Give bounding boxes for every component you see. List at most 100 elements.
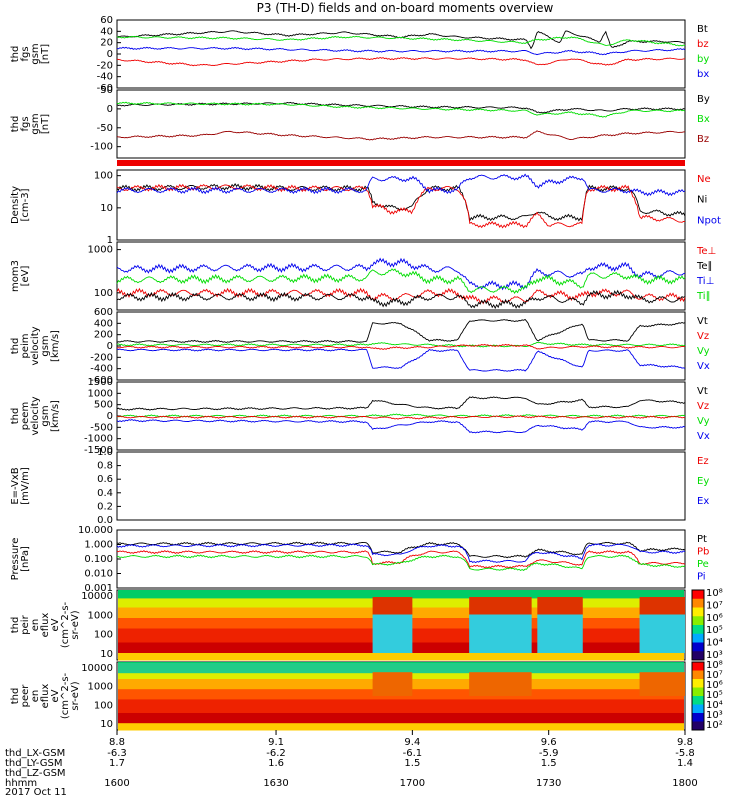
y-tick-label: 0.8 [97, 461, 113, 472]
y-tick-label: 10 [100, 203, 113, 214]
x-tick-label: 9.4 [404, 737, 420, 748]
colorbar-tick: 10³ [706, 650, 723, 661]
y-axis-label: thdfgsgsm[nT] [10, 113, 51, 134]
series-line [116, 35, 686, 47]
y-tick-label: 50 [100, 85, 113, 96]
legend-entry: Pi [697, 572, 706, 583]
y-tick-label: -50 [97, 123, 113, 134]
panel-frame [116, 89, 686, 159]
y-tick-label: 100 [94, 630, 113, 641]
colorbar-segment [692, 590, 704, 600]
y-tick-label: 400 [94, 318, 113, 329]
figure-title: P3 (TH-D) fields and on-board moments ov… [257, 1, 554, 15]
colorbar-segment [692, 625, 704, 635]
colorbar-segment [692, 704, 704, 714]
y-tick-label: 500 [94, 400, 113, 411]
series-line [116, 543, 686, 564]
x-row-value: 1.6 [268, 758, 284, 769]
spectrogram-region [537, 614, 583, 653]
colorbar-segment [692, 642, 704, 652]
x-row-label: thd_LZ-GSM [5, 768, 66, 779]
legend-entry: Ti⊥ [696, 276, 714, 287]
spectrogram-band [118, 590, 684, 599]
x-tick-label: 9.8 [677, 737, 693, 748]
y-axis-label: thdfgsgsm[nT] [10, 43, 51, 64]
series-line [116, 415, 686, 420]
colorbar-frame [691, 661, 705, 731]
y-tick-label: -1500 [84, 445, 113, 456]
spectrogram-band [118, 653, 684, 661]
legend-entry: bz [697, 39, 709, 50]
y-axis-label: mom3[eV] [10, 260, 31, 292]
colorbar-tick: 10⁶ [706, 613, 723, 624]
panel-frame [116, 529, 686, 589]
legend-entry: Ey [697, 476, 709, 487]
y-tick-label: 600 [94, 307, 113, 318]
colorbar-tick: 10⁷ [706, 600, 723, 611]
y-tick-label: 1000 [88, 610, 113, 621]
spectrogram-region [372, 672, 413, 696]
x-row-label: thd_LY-GSM [5, 758, 62, 769]
legend-entry: Vx [697, 431, 710, 442]
x-row-value: -6.3 [107, 748, 127, 759]
x-row-value: 1.5 [404, 758, 420, 769]
x-row-label: thd_LX-GSM [5, 748, 65, 759]
series-line [116, 341, 686, 348]
spectrogram-region [639, 597, 685, 615]
x-row-value: 1600 [104, 778, 129, 789]
y-tick-label: 60 [100, 15, 113, 26]
legend-entry: Te∥ [696, 261, 713, 272]
y-tick-label: 200 [94, 330, 113, 341]
legend-entry: Vy [697, 416, 710, 427]
spectrogram-region [639, 614, 685, 653]
y-axis-label: thdpeimvelocitygsm[km/s] [10, 326, 61, 365]
panel-frame [116, 241, 686, 311]
legend-entry: Npot [697, 215, 721, 226]
spectrogram-region [469, 672, 532, 696]
y-tick-label: 0.010 [84, 569, 113, 580]
colorbar-segment [692, 679, 704, 688]
panels: 6040200-20-40-60Btbzbybxthdfgsgsm[nT]500… [10, 15, 723, 731]
y-tick-label: 10000 [81, 591, 113, 602]
x-row-value: 1730 [536, 778, 561, 789]
x-row-value: 1800 [672, 778, 697, 789]
series-line [116, 343, 686, 351]
series-line [116, 287, 686, 305]
y-tick-label: 1.0 [97, 447, 113, 458]
legend-entry: Pe [697, 559, 709, 570]
colorbar-segment [692, 616, 704, 626]
y-tick-label: 0 [107, 341, 113, 352]
x-row-value: 1700 [400, 778, 425, 789]
y-axis-label: Pressure[nPa] [10, 538, 31, 581]
legend-entry: Te⊥ [696, 246, 716, 257]
y-tick-label: -200 [90, 352, 113, 363]
x-row-value: -6.1 [403, 748, 423, 759]
panel-density: 100 10 1 Ne Ni Npot Density[cm-3] [10, 169, 721, 246]
y-tick-label: 100 [94, 700, 113, 711]
y-tick-label: 1 [107, 235, 113, 246]
y-axis-label: E=-VxB[mV/m] [10, 467, 31, 505]
y-tick-label: -400 [90, 364, 113, 375]
legend-entry: Ti∥ [696, 291, 711, 302]
colorbar-frame [691, 589, 705, 661]
series-line [116, 46, 686, 56]
colorbar-segment [692, 598, 704, 608]
series-line [116, 289, 686, 310]
colorbar-tick: 10⁸ [706, 588, 723, 599]
series-line [116, 550, 686, 569]
x-row-value: 1.7 [109, 758, 125, 769]
series-line [116, 268, 686, 294]
y-axis-label: thdpeirenefluxeV(cm^2-s-sr-eV) [10, 601, 81, 648]
legend-entry: Vz [697, 331, 709, 342]
spectrogram-region [469, 614, 532, 653]
y-tick-label: 0.2 [97, 501, 113, 512]
legend-entry: By [697, 94, 710, 105]
spectrogram-region [639, 672, 685, 696]
spectrogram-band [118, 699, 684, 714]
y-tick-label: 0.4 [97, 488, 113, 499]
y-tick-label: 40 [100, 26, 113, 37]
series-line [116, 418, 686, 434]
